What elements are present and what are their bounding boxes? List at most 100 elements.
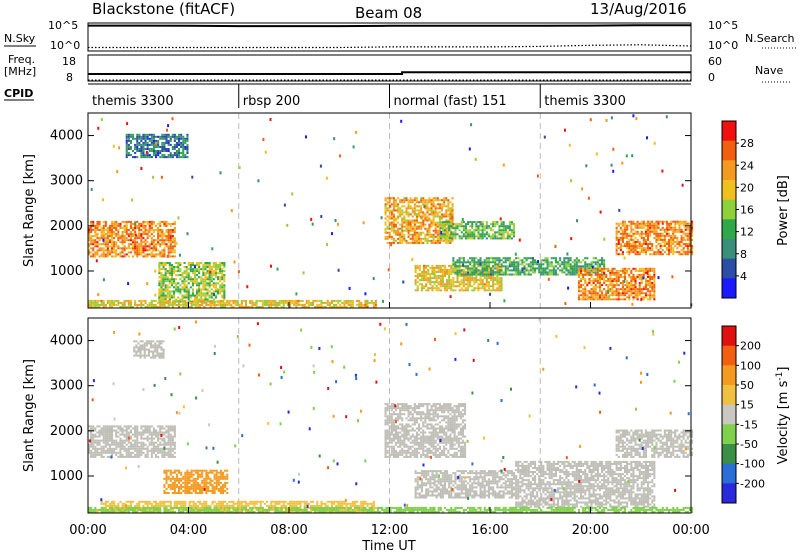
heatmap-cell	[528, 271, 530, 273]
heatmap-cell	[620, 270, 622, 272]
heatmap-cell	[122, 446, 124, 448]
heatmap-cell	[651, 229, 653, 231]
heatmap-cell	[584, 298, 586, 300]
heatmap-cell	[153, 223, 155, 225]
heatmap-cell	[155, 225, 157, 227]
heatmap-cell	[452, 207, 454, 209]
heatmap-cell	[169, 278, 171, 280]
heatmap-cell	[626, 290, 628, 292]
heatmap-cell	[469, 221, 471, 223]
heatmap-cell	[492, 281, 494, 283]
heatmap-cell	[477, 265, 479, 267]
heatmap-cell	[595, 294, 597, 296]
heatmap-cell	[461, 287, 463, 289]
heatmap-cell	[222, 302, 224, 304]
heatmap-speckle	[118, 146, 120, 149]
heatmap-cell	[209, 280, 211, 282]
heatmap-cell	[172, 134, 174, 136]
heatmap-cell	[281, 300, 283, 302]
heatmap-cell	[597, 296, 599, 298]
heatmap-cell	[209, 297, 211, 299]
heatmap-cell	[228, 300, 230, 302]
heatmap-cell	[609, 284, 611, 286]
heatmap-speckle	[291, 192, 293, 195]
heatmap-cell	[198, 264, 200, 266]
heatmap-speckle	[155, 142, 157, 145]
heatmap-cell	[385, 207, 387, 209]
heatmap-cell	[155, 434, 157, 436]
heatmap-cell	[151, 452, 153, 454]
heatmap-cell	[494, 259, 496, 261]
heatmap-cell	[639, 233, 641, 235]
heatmap-cell	[484, 283, 486, 285]
heatmap-cell	[486, 277, 488, 279]
heatmap-cell	[165, 290, 167, 292]
heatmap-cell	[107, 430, 109, 432]
heatmap-cell	[421, 271, 423, 273]
heatmap-cell	[196, 290, 198, 292]
heatmap-speckle	[234, 261, 236, 264]
heatmap-cell	[134, 245, 136, 247]
heatmap-cell	[142, 150, 144, 152]
heatmap-cell	[426, 207, 428, 209]
heatmap-cell	[434, 277, 436, 279]
heatmap-cell	[505, 237, 507, 239]
heatmap-cell	[160, 297, 162, 299]
heatmap-cell	[186, 290, 188, 292]
heatmap-cell	[119, 235, 121, 237]
heatmap-cell	[405, 209, 407, 211]
heatmap-cell	[653, 268, 655, 270]
heatmap-cell	[393, 238, 395, 240]
heatmap-speckle	[519, 239, 521, 242]
heatmap-cell	[149, 432, 151, 434]
heatmap-cell	[145, 247, 147, 249]
heatmap-cell	[306, 300, 308, 302]
heatmap-cell	[207, 290, 209, 292]
heatmap-cell	[414, 203, 416, 205]
heatmap-cell	[473, 279, 475, 281]
heatmap-cell	[389, 216, 391, 218]
heatmap-cell	[174, 255, 176, 257]
heatmap-cell	[580, 268, 582, 270]
heatmap-cell	[320, 302, 322, 304]
heatmap-cell	[672, 231, 674, 233]
heatmap-cell	[448, 271, 450, 273]
heatmap-cell	[124, 448, 126, 450]
heatmap-cell	[618, 241, 620, 243]
heatmap-cell	[421, 277, 423, 279]
heatmap-cell	[509, 229, 511, 231]
heatmap-cell	[222, 300, 224, 302]
heatmap-cell	[157, 229, 159, 231]
heatmap-cell	[157, 425, 159, 427]
heatmap-cell	[532, 261, 534, 263]
heatmap-cell	[174, 442, 176, 444]
heatmap-cell	[601, 296, 603, 298]
heatmap-cell	[555, 274, 557, 276]
heatmap-cell	[574, 271, 576, 273]
heatmap-cell	[136, 237, 138, 239]
heatmap-cell	[126, 138, 128, 140]
heatmap-cell	[626, 270, 628, 272]
heatmap-cell	[457, 225, 459, 227]
heatmap-cell	[441, 209, 443, 211]
heatmap-cell	[159, 156, 161, 158]
heatmap-cell	[174, 229, 176, 231]
heatmap-cell	[159, 221, 161, 223]
heatmap-cell	[90, 454, 92, 456]
heatmap-cell	[138, 229, 140, 231]
heatmap-cell	[632, 276, 634, 278]
heatmap-cell	[414, 226, 416, 228]
heatmap-cell	[624, 268, 626, 270]
heatmap-cell	[145, 233, 147, 235]
heatmap-cell	[544, 261, 546, 263]
heatmap-cell	[678, 221, 680, 223]
heatmap-cell	[389, 211, 391, 213]
heatmap-cell	[161, 134, 163, 136]
heatmap-cell	[115, 454, 117, 456]
heatmap-cell	[130, 438, 132, 440]
heatmap-cell	[92, 442, 94, 444]
heatmap-cell	[632, 249, 634, 251]
heatmap-cell	[486, 263, 488, 265]
heatmap-cell	[145, 456, 147, 458]
heatmap-cell	[136, 452, 138, 454]
